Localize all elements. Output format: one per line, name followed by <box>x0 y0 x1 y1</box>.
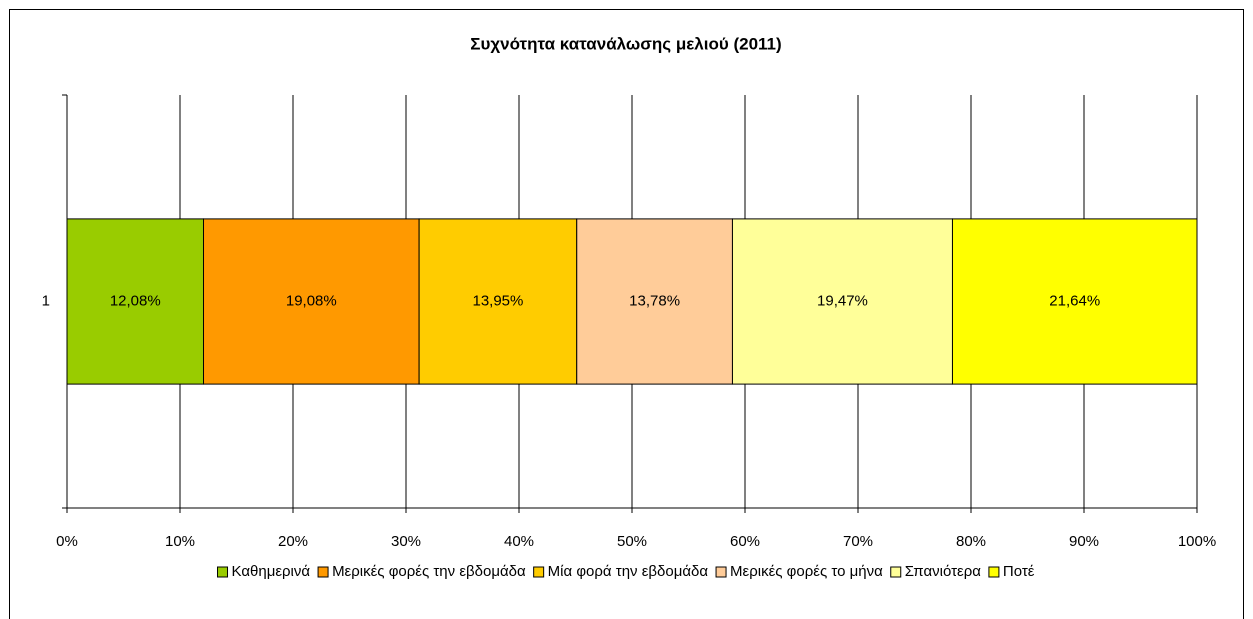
x-tick-label: 30% <box>391 533 421 550</box>
legend-swatch <box>988 566 1000 578</box>
bar-segment <box>418 218 578 385</box>
bar-segment <box>203 218 420 385</box>
bar-segment <box>731 218 953 385</box>
legend-swatch <box>890 566 902 578</box>
legend-label: Μία φορά την εβδομάδα <box>548 563 709 580</box>
x-tick-label: 20% <box>278 533 308 550</box>
x-tick-label: 100% <box>1178 533 1216 550</box>
x-tick-label: 40% <box>504 533 534 550</box>
legend-label: Σπανιότερα <box>905 563 981 580</box>
x-tick-label: 90% <box>1069 533 1099 550</box>
legend: Καθημερινά Μερικές φορές την εβδομάδα Μία … <box>217 563 1035 580</box>
legend-label: Μερικές φορές το μήνα <box>730 563 883 580</box>
legend-swatch <box>533 566 545 578</box>
x-tick-label: 0% <box>56 533 78 550</box>
value-label: 19,47% <box>817 292 868 309</box>
legend-swatch <box>217 566 229 578</box>
legend-swatch <box>317 566 329 578</box>
bar-segment <box>576 218 733 385</box>
bar-segment <box>951 218 1198 385</box>
legend-label: Καθημερινά <box>232 563 311 580</box>
value-label: 21,64% <box>1049 292 1100 309</box>
chart-border <box>9 9 1244 619</box>
chart-title: Συχνότητα κατανάλωσης μελιού (2011) <box>470 34 781 53</box>
value-label: 13,95% <box>472 292 523 309</box>
x-tick-label: 50% <box>617 533 647 550</box>
x-tick-label: 10% <box>165 533 195 550</box>
y-tick-label: 1 <box>42 292 50 309</box>
value-label: 13,78% <box>629 292 680 309</box>
x-tick-label: 60% <box>730 533 760 550</box>
legend-swatch <box>715 566 727 578</box>
legend-label: Ποτέ <box>1003 563 1035 580</box>
value-label: 12,08% <box>110 292 161 309</box>
x-tick-label: 80% <box>956 533 986 550</box>
x-tick-label: 70% <box>843 533 873 550</box>
legend-label: Μερικές φορές την εβδομάδα <box>332 563 526 580</box>
value-label: 19,08% <box>286 292 337 309</box>
